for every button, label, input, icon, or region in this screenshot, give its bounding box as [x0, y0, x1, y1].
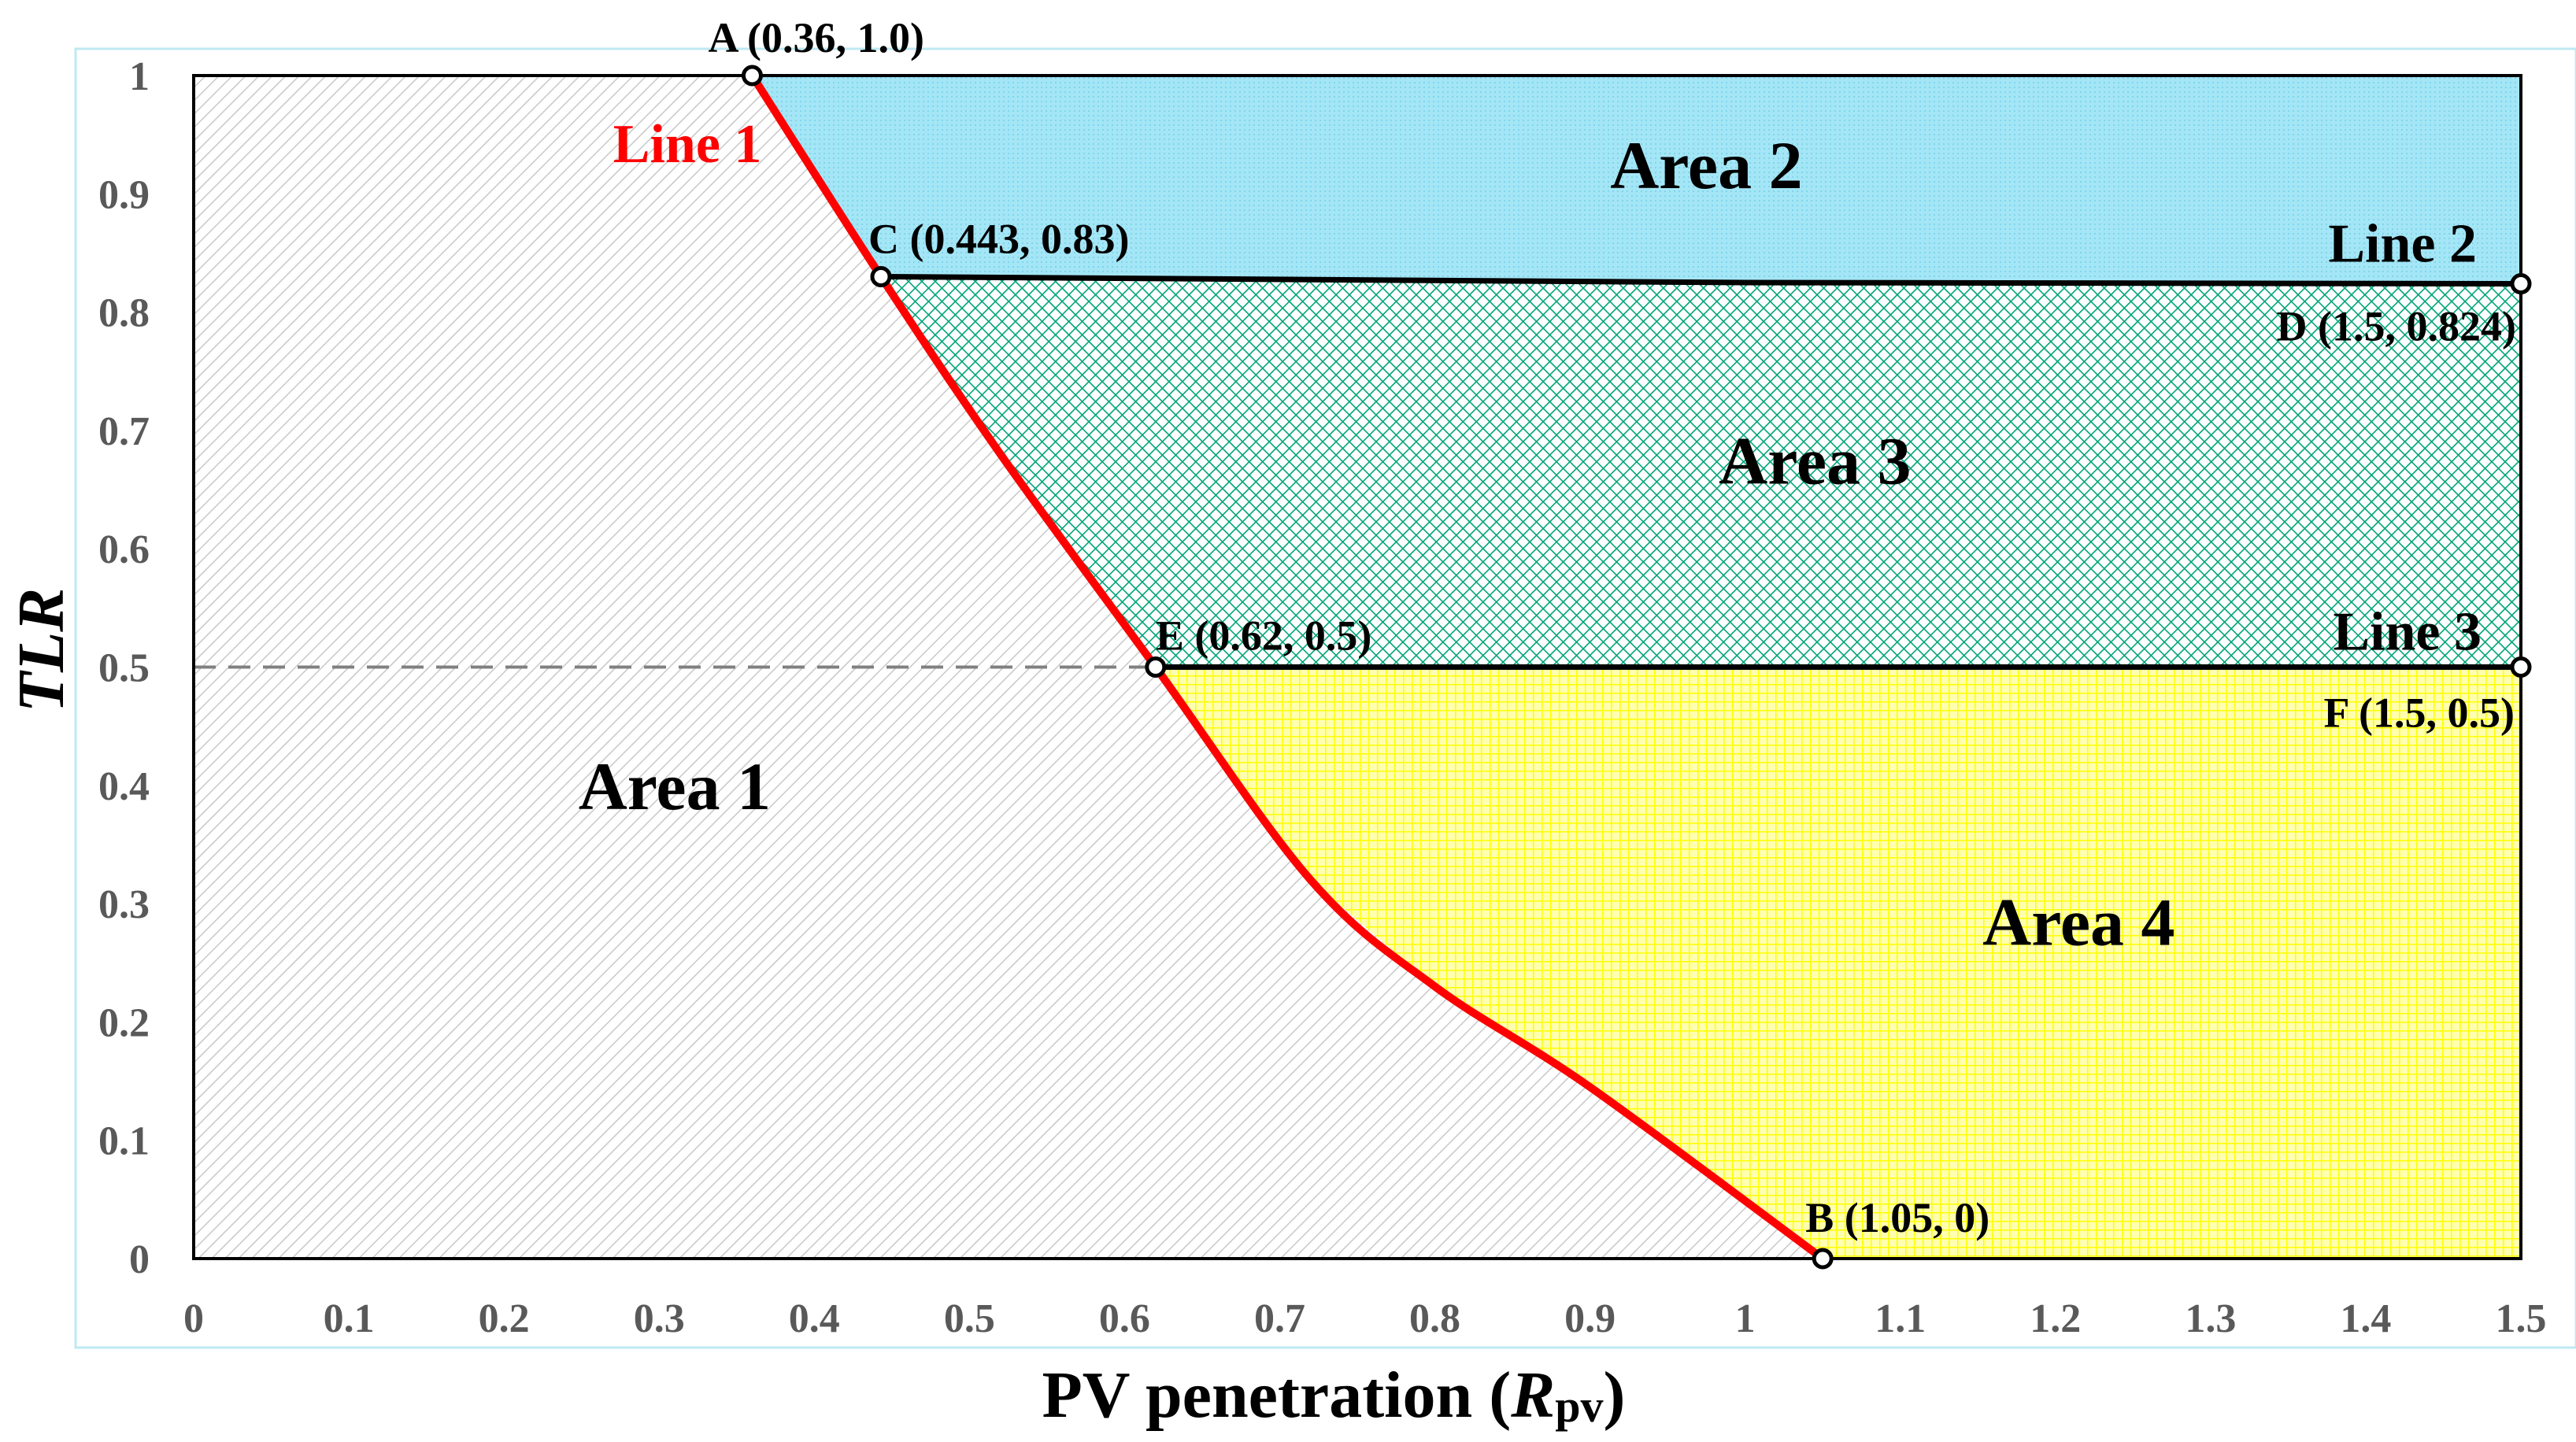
x-tick-label: 0.9: [1564, 1296, 1616, 1341]
y-tick-label: 0.7: [98, 409, 150, 454]
area-4-fill: [1155, 667, 2521, 1259]
x-axis-label-close: ): [1604, 1359, 1626, 1432]
point-marker-a: [741, 65, 763, 87]
point-marker-e: [1145, 656, 1167, 678]
point-label-a: A (0.36, 1.0): [708, 14, 923, 61]
x-tick-label: 1.1: [1875, 1296, 1926, 1341]
line-2-label: Line 2: [2328, 214, 2477, 275]
area-2-label: Area 2: [1610, 128, 1802, 203]
x-tick-label: 0: [183, 1296, 204, 1341]
area-3-label: Area 3: [1719, 423, 1911, 499]
line-1-label: Line 1: [613, 114, 762, 175]
point-label-d: D (1.5, 0.824): [2277, 303, 2516, 350]
y-tick-label: 0.6: [98, 527, 150, 572]
x-tick-label: 0.2: [479, 1296, 530, 1341]
x-axis-label: PV penetration (Rpv): [1042, 1359, 1626, 1432]
y-tick-label: 0.3: [98, 882, 150, 927]
x-tick-label: 0.3: [634, 1296, 685, 1341]
lines-layer: [749, 73, 2522, 1263]
point-label-e: E (0.62, 0.5): [1156, 612, 1371, 660]
outer-frame: [74, 47, 2576, 1349]
area-3-fill: [881, 276, 2521, 667]
x-tick-label: 1.5: [2496, 1296, 2547, 1341]
x-tick-label: 0.6: [1099, 1296, 1150, 1341]
x-axis-label-sub: pv: [1555, 1381, 1603, 1432]
x-axis-label-var: R: [1510, 1359, 1555, 1432]
line-1-series: [749, 73, 1826, 1263]
y-tick-label: 0.8: [98, 291, 150, 336]
y-tick-label: 0.2: [98, 1000, 150, 1045]
y-tick-label: 0: [129, 1237, 150, 1282]
line-2-series: [880, 274, 2522, 287]
point-marker-b: [1812, 1248, 1834, 1270]
x-tick-label: 0.8: [1409, 1296, 1460, 1341]
x-tick-label: 0.5: [944, 1296, 995, 1341]
x-tick-label: 1: [1735, 1296, 1756, 1341]
point-label-c: C (0.443, 0.83): [868, 216, 1129, 263]
x-tick-label: 1.3: [2185, 1296, 2236, 1341]
y-tick-label: 0.9: [98, 172, 150, 217]
points-layer: [741, 65, 2532, 1270]
line-3-label: Line 3: [2333, 602, 2482, 663]
x-tick-label: 0.7: [1254, 1296, 1305, 1341]
y-tick-label: 0.5: [98, 646, 150, 691]
point-marker-c: [870, 266, 892, 288]
point-marker-d: [2510, 273, 2532, 295]
y-tick-label: 1: [129, 54, 150, 99]
y-tick-label: 0.1: [98, 1119, 150, 1164]
x-axis-label-text: PV penetration (: [1042, 1359, 1512, 1432]
x-tick-label: 1.4: [2340, 1296, 2391, 1341]
y-tick-label: 0.4: [98, 764, 150, 809]
area-4-label: Area 4: [1982, 885, 2174, 960]
x-tick-label: 0.4: [789, 1296, 840, 1341]
labels-layer: A (0.36, 1.0) C (0.443, 0.83) E (0.62, 0.5…: [579, 14, 2516, 1241]
point-label-b: B (1.05, 0): [1805, 1194, 1989, 1241]
x-tick-label: 0.1: [324, 1296, 375, 1341]
ticks-layer: 0 0.1 0.2 0.3 0.4 0.5 0.6 0.7 0.8 0.9 1 1.1 1.2 1.3 1.…: [98, 54, 2547, 1341]
point-label-f: F (1.5, 0.5): [2324, 690, 2515, 737]
area-2-fill: [752, 76, 2522, 284]
point-marker-f: [2510, 656, 2532, 678]
x-tick-label: 1.2: [2030, 1296, 2081, 1341]
area-1-label: Area 1: [579, 749, 771, 824]
y-axis-label: TLR: [5, 588, 78, 713]
